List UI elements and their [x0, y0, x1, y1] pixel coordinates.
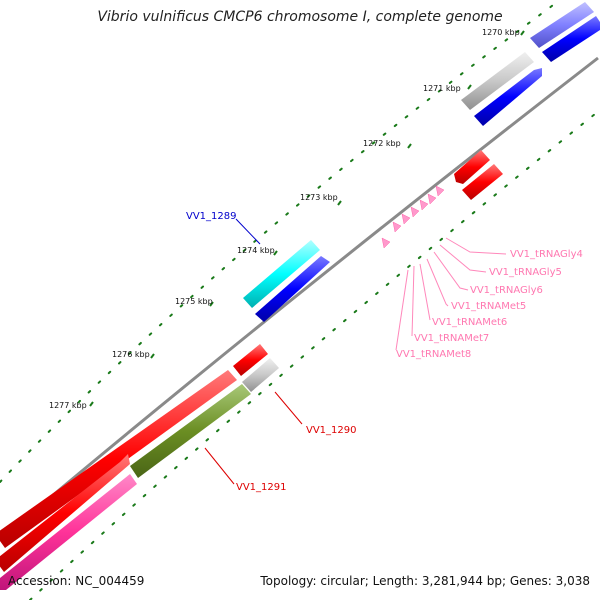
label-trna-gly5[interactable]: VV1_tRNAGly5 [489, 267, 562, 278]
label-trna-gly4[interactable]: VV1_tRNAGly4 [510, 249, 583, 260]
tick-label: 1272 kbp [363, 139, 401, 148]
label-trna-met8[interactable]: VV1_tRNAMet8 [396, 349, 471, 360]
gene-blue-1271[interactable] [474, 68, 542, 126]
tick-label: 1273 kbp [300, 193, 338, 202]
gene-purple-top[interactable] [530, 2, 594, 48]
tick-label: 1275 kbp [175, 297, 213, 306]
gene-gray-1271[interactable] [461, 52, 534, 110]
tick-label: 1270 kbp [482, 28, 520, 37]
leader-lines [204, 218, 507, 485]
tick-label: 1271 kbp [423, 84, 461, 93]
gene-red-long-2[interactable] [0, 454, 130, 572]
label-vv1-1289[interactable]: VV1_1289 [186, 211, 237, 222]
gene-red-1276[interactable] [233, 344, 268, 376]
tick-labels: 1270 kbp 1271 kbp 1272 kbp 1273 kbp 1274… [49, 28, 520, 410]
label-trna-met5[interactable]: VV1_tRNAMet5 [451, 301, 526, 312]
label-vv1-1290[interactable]: VV1_1290 [306, 425, 357, 436]
gene-blue-top[interactable] [542, 16, 600, 62]
label-trna-met6[interactable]: VV1_tRNAMet6 [432, 317, 507, 328]
label-trna-met7[interactable]: VV1_tRNAMet7 [414, 333, 489, 344]
tick-label: 1276 kbp [112, 350, 150, 359]
gene-red-long-1[interactable] [0, 370, 237, 548]
gene-gray-vv1-1290[interactable] [242, 358, 279, 392]
tick-label: 1274 kbp [237, 246, 275, 255]
gene-cyan-vv1-1289[interactable] [243, 240, 320, 308]
label-vv1-1291[interactable]: VV1_1291 [236, 482, 287, 493]
gene-blue-1275[interactable] [255, 256, 330, 322]
map-title: Vibrio vulnificus CMCP6 chromosome I, co… [97, 9, 503, 25]
gene-olive-vv1-1291[interactable] [130, 384, 251, 478]
accession-text: Accession: NC_004459 [8, 574, 145, 588]
gene-red-1272a[interactable] [454, 150, 490, 184]
topology-text: Topology: circular; Length: 3,281,944 bp… [260, 574, 590, 588]
gene-pink-long[interactable] [0, 474, 137, 590]
gene-red-1272b[interactable] [462, 164, 503, 200]
label-trna-gly6[interactable]: VV1_tRNAGly6 [470, 285, 543, 296]
tick-label: 1277 kbp [49, 401, 87, 410]
trna-cluster[interactable] [381, 185, 445, 249]
